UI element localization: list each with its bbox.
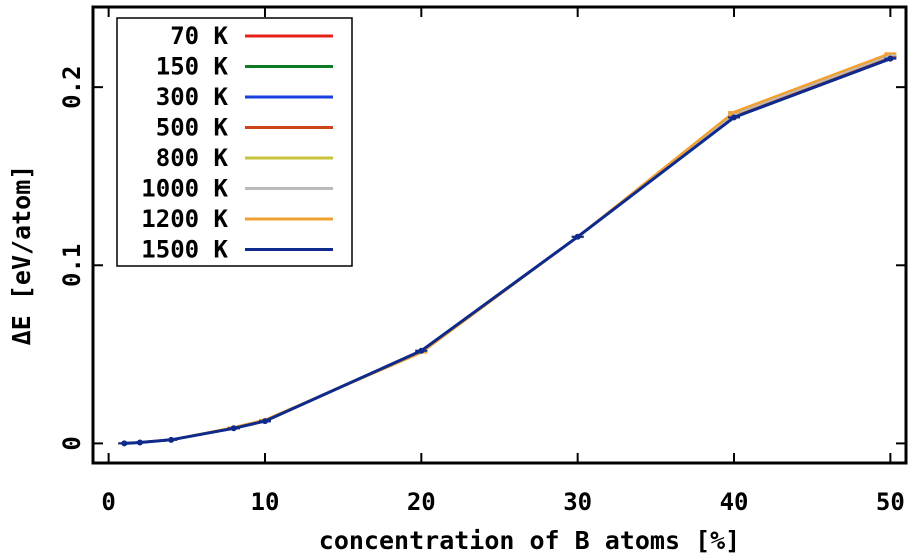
legend-label: 1000 K [141, 175, 228, 203]
y-tick-label: 0.2 [58, 65, 86, 108]
ticks-layer: 0 10 20 30 40 50 0 0.1 0.2 [58, 7, 906, 516]
x-tick-label: 30 [563, 488, 592, 516]
data-point [136, 439, 143, 446]
series-7 [118, 55, 897, 447]
x-tick-label: 20 [407, 488, 436, 516]
legend-label: 1500 K [141, 236, 228, 264]
data-point [731, 114, 738, 121]
series-layer [118, 52, 897, 447]
x-tick-label: 10 [251, 488, 280, 516]
legend-label: 70 K [170, 22, 228, 50]
legend-label: 300 K [156, 83, 229, 111]
x-axis-title: concentration of B atoms [%] [319, 526, 740, 555]
data-point [230, 425, 237, 432]
legend-label: 1200 K [141, 205, 228, 233]
data-point [887, 55, 894, 62]
x-tick-label: 50 [876, 488, 905, 516]
x-tick-label: 40 [720, 488, 749, 516]
y-tick-label: 0.1 [58, 244, 86, 287]
y-tick-label: 0 [58, 436, 86, 450]
legend-box [116, 17, 353, 267]
data-point [574, 233, 581, 240]
legend-label: 150 K [156, 53, 229, 81]
data-point [418, 347, 425, 354]
data-point [261, 418, 268, 425]
legend-label: 800 K [156, 144, 229, 172]
plot-frame [91, 5, 908, 465]
data-point [121, 440, 128, 447]
data-point [168, 436, 175, 443]
x-tick-label: 0 [101, 488, 115, 516]
legend-label: 500 K [156, 114, 229, 142]
y-axis-title: ΔE [eV/atom] [7, 165, 36, 346]
